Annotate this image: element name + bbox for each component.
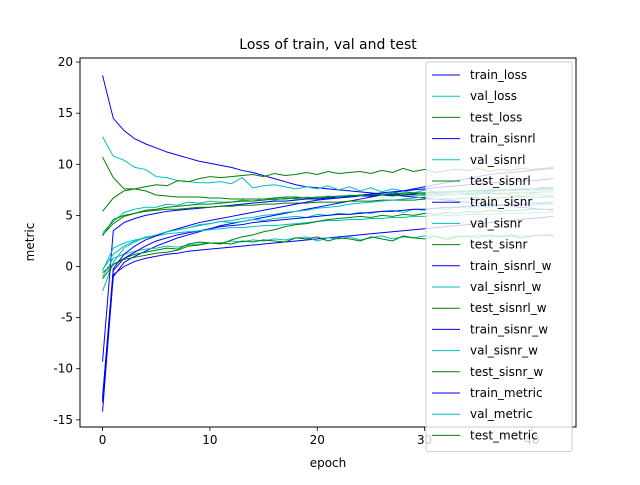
legend-label-test_sisnr: test_sisnr <box>470 238 527 252</box>
legend-label-val_sisnr: val_sisnr <box>470 216 522 230</box>
x-tick-label: 0 <box>99 433 107 447</box>
legend-label-train_sisnr_w: train_sisnr_w <box>470 322 548 336</box>
y-tick-label: -10 <box>53 362 73 376</box>
y-tick-label: -5 <box>61 311 73 325</box>
y-tick-label: 10 <box>58 157 73 171</box>
x-axis-label: epoch <box>310 456 347 470</box>
legend-label-train_sisnr: train_sisnr <box>470 195 532 209</box>
y-tick-label: 5 <box>65 208 73 222</box>
legend-label-val_sisnrl_w: val_sisnrl_w <box>470 280 542 294</box>
y-tick-label: 20 <box>58 55 73 69</box>
legend-label-train_metric: train_metric <box>470 386 543 400</box>
legend-label-test_metric: test_metric <box>470 428 538 442</box>
x-tick-label: 20 <box>310 433 325 447</box>
legend-label-train_loss: train_loss <box>470 68 527 82</box>
plot-frame <box>79 57 577 428</box>
legend-label-train_sisnrl_w: train_sisnrl_w <box>470 259 552 273</box>
legend-label-val_sisnrl: val_sisnrl <box>470 153 526 167</box>
legend-label-train_sisnrl: train_sisnrl <box>470 132 536 146</box>
legend-label-test_sisnrl: test_sisnrl <box>470 174 531 188</box>
legend-label-test_loss: test_loss <box>470 110 522 124</box>
legend-label-val_sisnr_w: val_sisnr_w <box>470 344 538 358</box>
chart-title: Loss of train, val and test <box>239 37 417 53</box>
y-tick-label: 15 <box>58 106 73 120</box>
y-axis-label: metric <box>23 223 37 262</box>
y-tick-label: -15 <box>53 413 73 427</box>
y-tick-label: 0 <box>65 260 73 274</box>
x-tick-label: 10 <box>202 433 217 447</box>
legend-label-val_loss: val_loss <box>470 89 517 103</box>
legend-label-val_metric: val_metric <box>470 407 532 421</box>
legend: train_loss val_loss test_loss train_sisnrlv… <box>425 61 573 453</box>
legend-frame <box>425 61 573 453</box>
legend-label-test_sisnr_w: test_sisnr_w <box>470 365 543 379</box>
legend-label-test_sisnrl_w: test_sisnrl_w <box>470 301 547 315</box>
